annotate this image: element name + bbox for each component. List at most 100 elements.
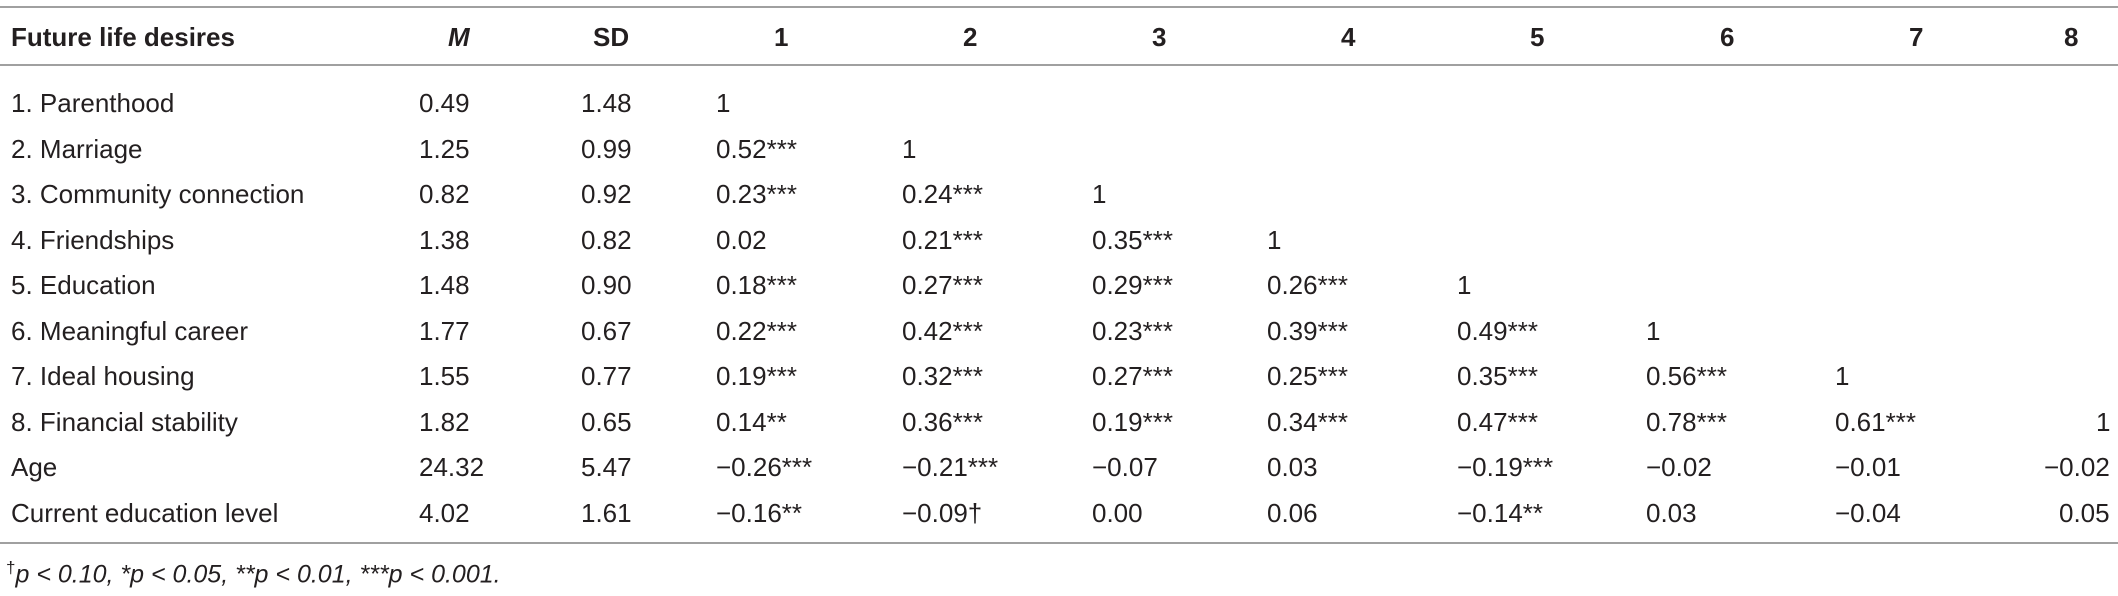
row-label: 2. Marriage bbox=[11, 133, 143, 164]
table-cell: 0.39*** bbox=[1267, 315, 1348, 346]
table-cell: 0.35*** bbox=[1457, 361, 1538, 391]
table-cell: 0.34*** bbox=[1267, 406, 1348, 437]
table-cell: 0.49 bbox=[419, 88, 470, 118]
table-cell: −0.09† bbox=[902, 497, 983, 528]
column-header: 8 bbox=[2064, 22, 2079, 52]
table-cell: 0.26*** bbox=[1267, 270, 1348, 300]
table-cell: 0.99 bbox=[581, 133, 632, 164]
table-cell: −0.04 bbox=[1835, 497, 1901, 528]
table-cell: −0.21*** bbox=[902, 452, 999, 482]
table-cell: 1.38 bbox=[419, 224, 470, 255]
table-cell: 0.24*** bbox=[902, 179, 983, 209]
column-header: SD bbox=[593, 22, 630, 52]
table-cell: 1.55 bbox=[419, 361, 470, 391]
table-cell: 0.06 bbox=[1267, 497, 1318, 528]
table-cell: 0.77 bbox=[581, 361, 632, 391]
table-cell: 1.82 bbox=[419, 406, 470, 437]
column-header: 4 bbox=[1341, 22, 1356, 52]
column-header: 6 bbox=[1720, 22, 1735, 52]
table-cell: 4.02 bbox=[419, 497, 470, 528]
table-cell: −0.01 bbox=[1835, 452, 1901, 482]
column-header: 3 bbox=[1152, 22, 1167, 52]
table-cell: 0.22*** bbox=[716, 315, 797, 346]
table-cell: 0.02 bbox=[716, 224, 767, 255]
table-cell: 0.14** bbox=[716, 406, 787, 437]
top-rule bbox=[0, 6, 2118, 8]
table-cell: 0.03 bbox=[1267, 452, 1318, 482]
table-cell: 0.61*** bbox=[1835, 406, 1916, 437]
table-cell: 0.47*** bbox=[1457, 406, 1538, 437]
table-cell: 0.42*** bbox=[902, 315, 983, 346]
table-cell: 0.29*** bbox=[1092, 270, 1173, 300]
table-cell: 1 bbox=[1267, 224, 1282, 255]
table-cell: 0.27*** bbox=[1092, 361, 1173, 391]
table-cell: −0.16** bbox=[716, 497, 803, 528]
table-cell: 0.23*** bbox=[1092, 315, 1173, 346]
table-cell: 1 bbox=[1457, 270, 1472, 300]
table-cell: 0.82 bbox=[581, 224, 632, 255]
bottom-rule bbox=[0, 542, 2118, 544]
table-cell: 0.90 bbox=[581, 270, 632, 300]
footnote-text: p < 0.10, *p < 0.05, **p < 0.01, ***p < … bbox=[15, 560, 501, 589]
table-cell: 1.25 bbox=[419, 133, 470, 164]
table-cell: 1.77 bbox=[419, 315, 470, 346]
table-cell: 1 bbox=[902, 133, 917, 164]
column-header: 7 bbox=[1909, 22, 1924, 52]
table-cell: −0.19*** bbox=[1457, 452, 1554, 482]
row-label: 6. Meaningful career bbox=[11, 315, 249, 346]
table-cell: 0.03 bbox=[1646, 497, 1697, 528]
table-cell: 1 bbox=[1092, 179, 1107, 209]
table-cell: 0.32*** bbox=[902, 361, 983, 391]
table-cell: 0.18*** bbox=[716, 270, 797, 300]
row-label: 8. Financial stability bbox=[11, 406, 238, 437]
table-cell: −0.07 bbox=[1092, 452, 1158, 482]
row-label: 3. Community connection bbox=[11, 179, 305, 209]
table-cell: −0.02 bbox=[1646, 452, 1712, 482]
table-cell: 0.67 bbox=[581, 315, 632, 346]
table-cell: 0.00 bbox=[1092, 497, 1143, 528]
table-cell: 0.19*** bbox=[716, 361, 797, 391]
table-cell: 0.27*** bbox=[902, 270, 983, 300]
table-cell: 0.25*** bbox=[1267, 361, 1348, 391]
table-cell: 5.47 bbox=[581, 452, 632, 482]
table-cell: 0.21*** bbox=[902, 224, 983, 255]
row-label: Age bbox=[11, 452, 58, 482]
row-label: Current education level bbox=[11, 497, 279, 528]
footnote-mark: † bbox=[6, 558, 16, 577]
table-cell: 0.19*** bbox=[1092, 406, 1173, 437]
table-cell: −0.14** bbox=[1457, 497, 1544, 528]
column-header: 1 bbox=[774, 22, 789, 52]
table-cell: 0.82 bbox=[419, 179, 470, 209]
header-rule bbox=[0, 64, 2118, 66]
table-cell: 0.35*** bbox=[1092, 224, 1173, 255]
table-cell: 24.32 bbox=[419, 452, 485, 482]
table-cell: 0.23*** bbox=[716, 179, 797, 209]
row-label: 4. Friendships bbox=[11, 224, 175, 255]
column-header: M bbox=[448, 22, 470, 52]
table-cell: 1 bbox=[716, 88, 731, 118]
table-cell: 0.56*** bbox=[1646, 361, 1727, 391]
footnote: †p < 0.10, *p < 0.05, **p < 0.01, ***p <… bbox=[6, 558, 501, 589]
table-cell: 1.48 bbox=[419, 270, 470, 300]
row-label: 7. Ideal housing bbox=[11, 361, 195, 391]
table-cell: 1 bbox=[2096, 406, 2111, 437]
table-cell: 1 bbox=[1646, 315, 1661, 346]
table-cell: −0.02 bbox=[2044, 452, 2110, 482]
column-header: 5 bbox=[1530, 22, 1545, 52]
table-cell: 0.49*** bbox=[1457, 315, 1538, 346]
table-cell: 1.48 bbox=[581, 88, 632, 118]
column-header: 2 bbox=[963, 22, 978, 52]
table-cell: 0.92 bbox=[581, 179, 632, 209]
row-label: 1. Parenthood bbox=[11, 88, 175, 118]
table-cell: 0.52*** bbox=[716, 133, 797, 164]
table-cell: 0.78*** bbox=[1646, 406, 1727, 437]
table-cell: 0.05 bbox=[2059, 497, 2110, 528]
table-cell: −0.26*** bbox=[716, 452, 813, 482]
column-header: Future life desires bbox=[11, 22, 235, 52]
table-cell: 0.65 bbox=[581, 406, 632, 437]
table-cell: 0.36*** bbox=[902, 406, 983, 437]
table-cell: 1.61 bbox=[581, 497, 632, 528]
table-cell: 1 bbox=[1835, 361, 1850, 391]
row-label: 5. Education bbox=[11, 270, 156, 300]
